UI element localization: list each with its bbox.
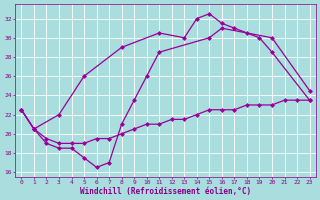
X-axis label: Windchill (Refroidissement éolien,°C): Windchill (Refroidissement éolien,°C) (80, 187, 251, 196)
